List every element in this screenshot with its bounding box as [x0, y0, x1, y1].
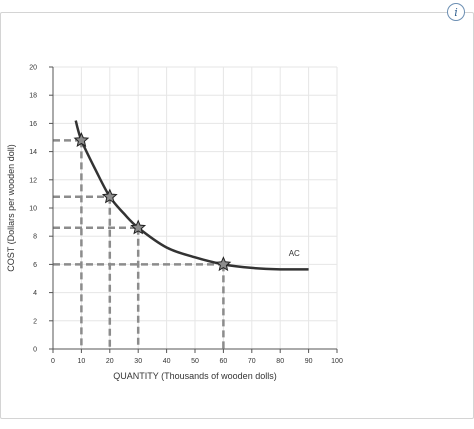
x-tick-label: 40	[163, 358, 171, 365]
x-tick-label: 90	[305, 358, 313, 365]
x-tick-label: 20	[106, 358, 114, 365]
y-tick-label: 20	[29, 65, 37, 72]
y-tick-label: 18	[29, 93, 37, 100]
star-marker	[130, 219, 147, 235]
ac-curve	[74, 120, 309, 271]
info-button[interactable]: i	[447, 3, 465, 21]
x-tick-labels: 0 10 20 30 40 50 60 70 80 90 100	[51, 358, 343, 365]
grid	[53, 66, 338, 349]
star-marker	[73, 132, 90, 148]
axes	[49, 66, 338, 353]
star-marker	[215, 256, 232, 272]
curve-label-ac: AC	[289, 249, 300, 258]
point-markers	[73, 132, 232, 272]
y-tick-label: 16	[29, 121, 37, 128]
x-tick-label: 30	[134, 358, 142, 365]
y-tick-label: 12	[29, 177, 37, 184]
x-tick-label: 0	[51, 358, 55, 365]
dashed-guides	[53, 139, 225, 349]
y-tick-labels: 0 2 4 6 8 10 12 14 16 18 20	[29, 65, 37, 354]
y-tick-label: 0	[33, 347, 37, 354]
y-tick-label: 8	[33, 234, 37, 241]
y-tick-label: 2	[33, 318, 37, 325]
x-tick-label: 50	[191, 358, 199, 365]
x-tick-label: 80	[276, 358, 284, 365]
x-tick-label: 100	[331, 358, 343, 365]
x-tick-label: 60	[220, 358, 228, 365]
y-axis-title: COST (Dollars per wooden doll)	[6, 144, 16, 271]
x-tick-label: 70	[248, 358, 256, 365]
y-tick-label: 6	[33, 262, 37, 269]
y-tick-label: 10	[29, 206, 37, 213]
x-tick-label: 10	[78, 358, 86, 365]
y-tick-label: 14	[29, 149, 37, 156]
x-axis-title: QUANTITY (Thousands of wooden dolls)	[113, 371, 276, 381]
star-marker	[101, 188, 118, 204]
question-panel: i	[0, 3, 474, 419]
y-tick-label: 4	[33, 290, 37, 297]
